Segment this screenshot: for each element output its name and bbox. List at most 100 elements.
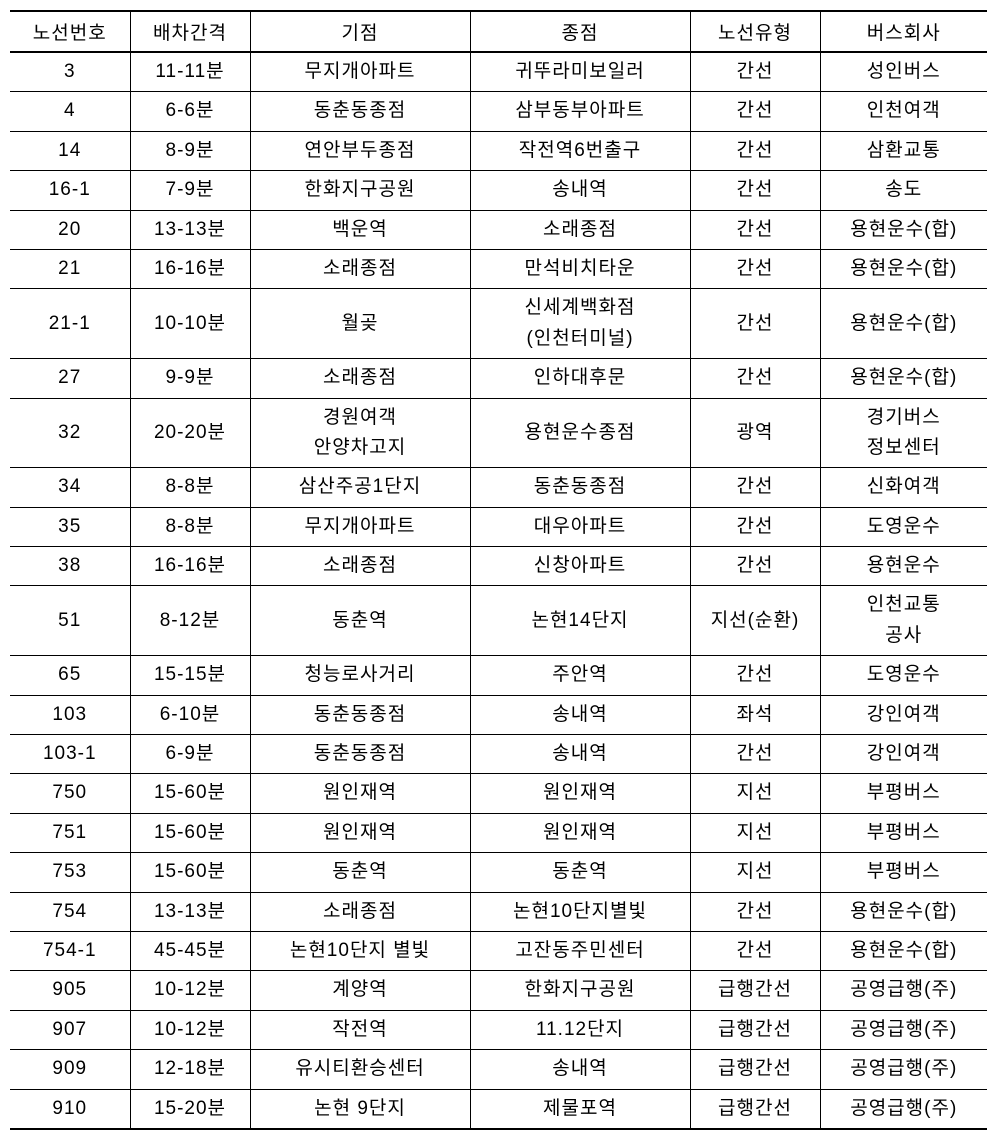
table-cell: 11.12단지 <box>470 1010 690 1049</box>
table-cell: 750 <box>10 774 130 813</box>
table-cell: 용현운수(합) <box>820 210 987 249</box>
table-cell: 한화지구공원 <box>470 971 690 1010</box>
table-cell: 65 <box>10 656 130 695</box>
table-cell: 3 <box>10 52 130 92</box>
table-cell: 신세계백화점 (인천터미널) <box>470 289 690 359</box>
table-row: 6515-15분청능로사거리주안역간선도영운수 <box>10 656 987 695</box>
table-cell: 월곶 <box>250 289 470 359</box>
table-cell: 논현14단지 <box>470 586 690 656</box>
table-cell: 754-1 <box>10 931 130 970</box>
table-cell: 고잔동주민센터 <box>470 931 690 970</box>
table-cell: 15-60분 <box>130 853 250 892</box>
table-cell: 삼부동부아파트 <box>470 92 690 131</box>
col-headway: 배차간격 <box>130 11 250 52</box>
table-cell: 10-12분 <box>130 1010 250 1049</box>
table-row: 90510-12분계양역한화지구공원급행간선공영급행(주) <box>10 971 987 1010</box>
table-cell: 간선 <box>690 359 820 398</box>
col-route-type: 노선유형 <box>690 11 820 52</box>
table-cell: 강인여객 <box>820 695 987 734</box>
table-cell: 부평버스 <box>820 813 987 852</box>
table-cell: 귀뚜라미보일러 <box>470 52 690 92</box>
table-body: 311-11분무지개아파트귀뚜라미보일러간선성인버스46-6분동춘동종점삼부동부… <box>10 52 987 1129</box>
table-cell: 지선 <box>690 813 820 852</box>
table-cell: 20 <box>10 210 130 249</box>
table-cell: 6-10분 <box>130 695 250 734</box>
table-cell: 동춘동종점 <box>250 735 470 774</box>
table-cell: 도영운수 <box>820 507 987 546</box>
table-cell: 간선 <box>690 468 820 507</box>
table-cell: 7-9분 <box>130 171 250 210</box>
table-cell: 15-60분 <box>130 774 250 813</box>
table-cell: 급행간선 <box>690 971 820 1010</box>
table-cell: 38 <box>10 547 130 586</box>
table-row: 90710-12분작전역11.12단지급행간선공영급행(주) <box>10 1010 987 1049</box>
table-cell: 45-45분 <box>130 931 250 970</box>
table-cell: 907 <box>10 1010 130 1049</box>
table-cell: 공영급행(주) <box>820 1050 987 1089</box>
col-route-no: 노선번호 <box>10 11 130 52</box>
table-cell: 논현 9단지 <box>250 1089 470 1129</box>
table-cell: 소래종점 <box>250 359 470 398</box>
table-row: 358-8분무지개아파트대우아파트간선도영운수 <box>10 507 987 546</box>
table-cell: 삼환교통 <box>820 131 987 170</box>
table-row: 46-6분동춘동종점삼부동부아파트간선인천여객 <box>10 92 987 131</box>
table-cell: 급행간선 <box>690 1050 820 1089</box>
table-cell: 송내역 <box>470 735 690 774</box>
table-cell: 753 <box>10 853 130 892</box>
table-row: 21-110-10분월곶신세계백화점 (인천터미널)간선용현운수(합) <box>10 289 987 359</box>
table-cell: 13-13분 <box>130 892 250 931</box>
table-cell: 인하대후문 <box>470 359 690 398</box>
table-cell: 간선 <box>690 547 820 586</box>
table-cell: 간선 <box>690 507 820 546</box>
table-cell: 작전역6번출구 <box>470 131 690 170</box>
table-cell: 32 <box>10 398 130 468</box>
table-row: 91015-20분논현 9단지제물포역급행간선공영급행(주) <box>10 1089 987 1129</box>
table-cell: 4 <box>10 92 130 131</box>
table-row: 2116-16분소래종점만석비치타운간선용현운수(합) <box>10 249 987 288</box>
table-cell: 14 <box>10 131 130 170</box>
table-row: 75413-13분소래종점논현10단지별빛간선용현운수(합) <box>10 892 987 931</box>
table-cell: 신화여객 <box>820 468 987 507</box>
table-cell: 용현운수(합) <box>820 249 987 288</box>
table-cell: 송도 <box>820 171 987 210</box>
table-cell: 12-18분 <box>130 1050 250 1089</box>
table-cell: 간선 <box>690 735 820 774</box>
table-cell: 11-11분 <box>130 52 250 92</box>
table-cell: 6-9분 <box>130 735 250 774</box>
table-cell: 신창아파트 <box>470 547 690 586</box>
table-cell: 간선 <box>690 656 820 695</box>
table-cell: 계양역 <box>250 971 470 1010</box>
table-cell: 6-6분 <box>130 92 250 131</box>
table-row: 279-9분소래종점인하대후문간선용현운수(합) <box>10 359 987 398</box>
table-cell: 간선 <box>690 210 820 249</box>
table-cell: 10-12분 <box>130 971 250 1010</box>
table-cell: 51 <box>10 586 130 656</box>
table-header-row: 노선번호 배차간격 기점 종점 노선유형 버스회사 <box>10 11 987 52</box>
table-cell: 원인재역 <box>470 813 690 852</box>
table-cell: 한화지구공원 <box>250 171 470 210</box>
table-cell: 유시티환승센터 <box>250 1050 470 1089</box>
table-row: 311-11분무지개아파트귀뚜라미보일러간선성인버스 <box>10 52 987 92</box>
table-cell: 공영급행(주) <box>820 1010 987 1049</box>
table-cell: 16-1 <box>10 171 130 210</box>
table-cell: 간선 <box>690 92 820 131</box>
table-cell: 무지개아파트 <box>250 52 470 92</box>
table-cell: 송내역 <box>470 1050 690 1089</box>
table-cell: 용현운수(합) <box>820 892 987 931</box>
table-row: 518-12분동춘역논현14단지지선(순환)인천교통 공사 <box>10 586 987 656</box>
table-cell: 910 <box>10 1089 130 1129</box>
table-cell: 동춘역 <box>250 853 470 892</box>
table-cell: 급행간선 <box>690 1010 820 1049</box>
table-cell: 경원여객 안양차고지 <box>250 398 470 468</box>
table-cell: 9-9분 <box>130 359 250 398</box>
table-cell: 도영운수 <box>820 656 987 695</box>
table-cell: 간선 <box>690 171 820 210</box>
table-cell: 34 <box>10 468 130 507</box>
table-row: 90912-18분유시티환승센터송내역급행간선공영급행(주) <box>10 1050 987 1089</box>
table-row: 2013-13분백운역소래종점간선용현운수(합) <box>10 210 987 249</box>
table-cell: 909 <box>10 1050 130 1089</box>
table-cell: 주안역 <box>470 656 690 695</box>
table-cell: 16-16분 <box>130 249 250 288</box>
table-cell: 21 <box>10 249 130 288</box>
table-cell: 청능로사거리 <box>250 656 470 695</box>
